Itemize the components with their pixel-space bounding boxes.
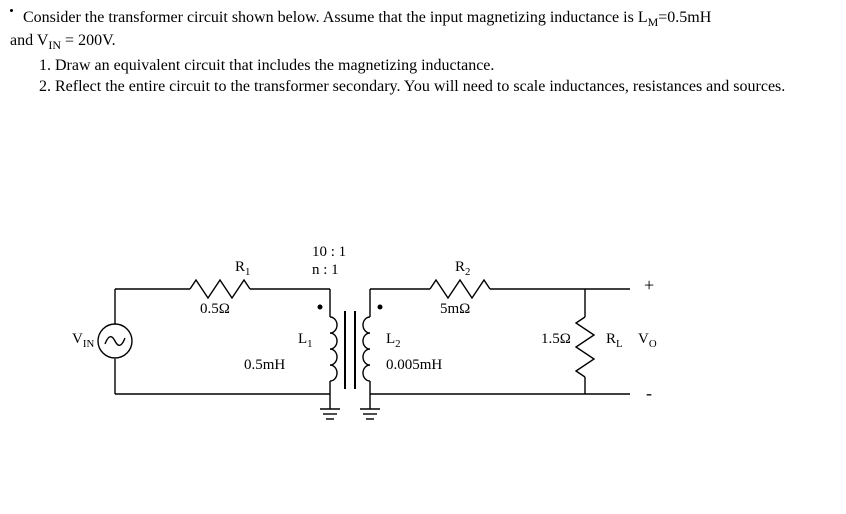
ratio-line-2: n : 1 xyxy=(312,262,339,279)
intro-b: =0.5mH xyxy=(658,9,711,26)
task-list: Draw an equivalent circuit that includes… xyxy=(10,56,836,99)
intro-c: and V xyxy=(10,32,48,49)
problem-statement: Consider the transformer circuit shown b… xyxy=(10,8,836,98)
circuit-diagram: 10 : 1 n : 1 R1 0.5Ω R2 5mΩ L1 0.5mH L2 … xyxy=(10,99,846,459)
circuit-svg xyxy=(10,99,846,459)
r2-name: R2 xyxy=(455,259,470,278)
ratio-line-1: 10 : 1 xyxy=(312,244,346,261)
plus-sign: + xyxy=(644,275,654,296)
l1-name: L1 xyxy=(298,331,313,350)
intro-line: Consider the transformer circuit shown b… xyxy=(23,9,711,26)
task-item: Draw an equivalent circuit that includes… xyxy=(55,56,836,77)
r1-name: R1 xyxy=(235,259,250,278)
vin-label: VIN xyxy=(72,331,94,350)
rl-value: 1.5Ω xyxy=(541,331,571,348)
rl-name: RL xyxy=(606,331,623,350)
vo-label: VO xyxy=(638,331,657,350)
r2-value: 5mΩ xyxy=(440,301,470,318)
l2-value: 0.005mH xyxy=(386,357,442,374)
intro-a: Consider the transformer circuit shown b… xyxy=(23,9,648,26)
minus-sign: - xyxy=(646,383,652,404)
intro-in-sub: IN xyxy=(48,38,61,52)
intro-m-sub: M xyxy=(648,15,659,29)
l2-name: L2 xyxy=(386,331,401,350)
intro-d: = 200V. xyxy=(61,32,116,49)
intro-line-2: and VIN = 200V. xyxy=(10,31,836,54)
r1-value: 0.5Ω xyxy=(200,301,230,318)
l1-value: 0.5mH xyxy=(244,357,285,374)
task-item: Reflect the entire circuit to the transf… xyxy=(55,77,836,98)
